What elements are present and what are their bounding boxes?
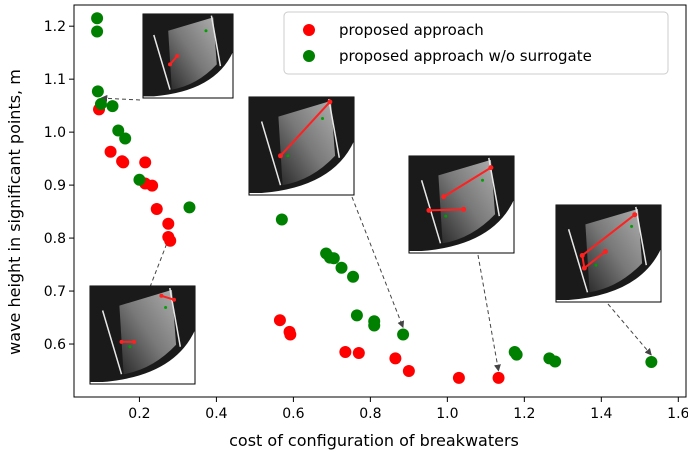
y-tick-label: 0.8 [44, 231, 66, 247]
data-points [91, 12, 658, 384]
x-tick-label: 0.4 [205, 406, 227, 422]
point-no-surrogate [397, 328, 410, 341]
point-proposed [339, 345, 352, 358]
point-no-surrogate [645, 356, 658, 369]
point-no-surrogate [275, 213, 288, 226]
inset-arrow [477, 254, 501, 372]
inset-image [142, 13, 234, 99]
y-tick-label: 0.9 [44, 178, 66, 194]
point-proposed [284, 328, 297, 341]
y-tick-label: 0.6 [44, 337, 66, 353]
point-no-surrogate [106, 100, 119, 113]
point-no-surrogate [347, 270, 360, 283]
point-proposed [273, 314, 286, 327]
inset-arrow [100, 94, 141, 102]
x-axis-label: cost of configuration of breakwaters [229, 431, 519, 450]
axes: 0.2 0.4 0.6 0.8 1.0 1.2 1.4 1.6 0.6 0.7 0.8 0.9 1.0 1… [44, 4, 688, 422]
point-proposed [389, 352, 402, 365]
point-no-surrogate [335, 261, 348, 274]
inset-image [408, 155, 515, 254]
y-tick-label: 1.0 [44, 125, 66, 141]
point-no-surrogate [350, 309, 363, 322]
x-tick-label: 1.4 [590, 406, 612, 422]
inset-arrow [149, 234, 172, 288]
point-proposed [146, 179, 159, 192]
point-no-surrogate [119, 132, 132, 145]
inset-arrow [351, 196, 405, 329]
point-proposed [164, 234, 177, 247]
x-tick-label: 1.2 [513, 406, 535, 422]
point-no-surrogate [549, 355, 562, 368]
point-no-surrogate [368, 319, 381, 332]
x-tick-label: 0.2 [128, 406, 150, 422]
inset-arrow [607, 303, 652, 356]
point-proposed [162, 217, 175, 230]
point-proposed [104, 145, 117, 158]
point-no-surrogate [91, 85, 104, 98]
legend-label-proposed: proposed approach [339, 21, 484, 39]
point-proposed [402, 365, 415, 378]
point-proposed [117, 156, 130, 169]
y-axis-label: wave height in significant points, m [5, 69, 24, 355]
point-no-surrogate [112, 124, 125, 137]
point-no-surrogate [94, 98, 107, 111]
legend-frame [283, 11, 669, 75]
inset-image [555, 204, 662, 303]
point-proposed [150, 202, 163, 215]
point-no-surrogate [91, 25, 104, 38]
point-proposed [352, 347, 365, 360]
inset-images [89, 13, 662, 385]
point-no-surrogate [133, 173, 146, 186]
x-tick-label: 0.6 [282, 406, 304, 422]
y-tick-label: 0.7 [44, 284, 66, 300]
point-proposed [452, 371, 465, 384]
legend-marker-no-surrogate [303, 50, 315, 62]
x-tick-label: 1.6 [667, 406, 688, 422]
plot-frame [73, 4, 687, 398]
inset-image [248, 96, 355, 196]
point-no-surrogate [510, 348, 523, 361]
x-tick-label: 1.0 [436, 406, 458, 422]
legend-marker-proposed [303, 24, 315, 36]
point-no-surrogate [327, 252, 340, 265]
y-tick-label: 1.1 [44, 72, 66, 88]
inset-arrows [100, 94, 652, 372]
y-tick-label: 1.2 [44, 19, 66, 35]
point-proposed [139, 156, 152, 169]
inset-image [89, 285, 196, 385]
legend: proposed approach proposed approach w/o … [283, 11, 669, 75]
point-proposed [492, 371, 505, 384]
point-no-surrogate [91, 12, 104, 25]
x-tick-label: 0.8 [359, 406, 381, 422]
point-no-surrogate [183, 201, 196, 214]
legend-label-no-surrogate: proposed approach w/o surrogate [339, 47, 592, 65]
